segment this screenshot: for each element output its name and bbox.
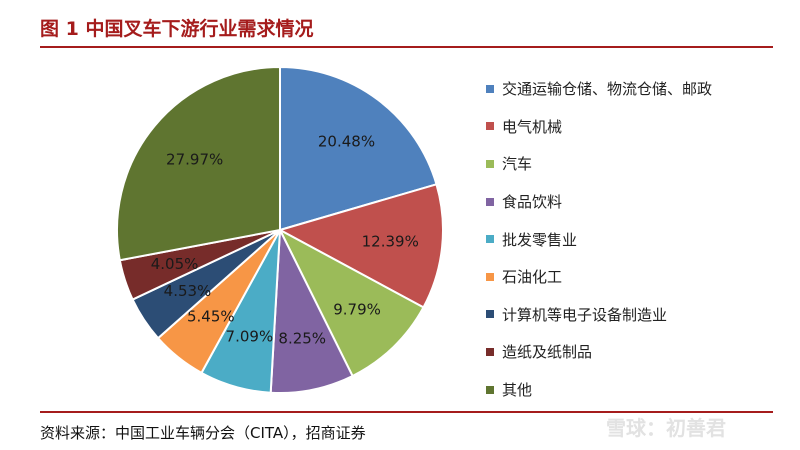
legend-swatch — [486, 347, 494, 356]
legend-item: 汽车 — [486, 145, 712, 183]
legend-label: 其他 — [502, 381, 533, 400]
slice-data-label: 9.79% — [333, 301, 381, 319]
legend-item: 计算机等电子设备制造业 — [486, 296, 712, 334]
slice-data-label: 8.25% — [278, 330, 326, 348]
slice-data-label: 7.09% — [226, 328, 274, 346]
slice-data-label: 4.53% — [164, 282, 212, 300]
watermark: 雪球：初善君 — [606, 416, 726, 440]
legend-label: 批发零售业 — [502, 230, 578, 249]
legend-label: 石油化工 — [502, 268, 563, 287]
legend-swatch — [486, 272, 494, 281]
slice-data-label: 20.48% — [318, 132, 375, 150]
legend-swatch — [486, 159, 494, 168]
legend-item: 交通运输仓储、物流仓储、邮政 — [486, 70, 712, 108]
legend-label: 汽车 — [502, 155, 533, 174]
source-note: 资料来源：中国工业车辆分会（CITA），招商证券 — [40, 424, 366, 442]
pie-slice — [116, 65, 281, 262]
legend-swatch — [486, 310, 494, 319]
slice-data-label: 27.97% — [166, 150, 223, 168]
pie-slice — [277, 227, 425, 378]
legend-item: 电气机械 — [486, 108, 712, 146]
slice-data-label: 5.45% — [187, 308, 235, 326]
legend-label: 食品饮料 — [502, 193, 563, 212]
legend-swatch — [486, 84, 494, 93]
legend-swatch — [486, 197, 494, 206]
legend-swatch — [486, 122, 494, 131]
chart-legend: 交通运输仓储、物流仓储、邮政 电气机械汽车食品饮料批发零售业石油化工计算机等电子设… — [486, 70, 712, 408]
slice-data-label: 12.39% — [362, 233, 419, 251]
legend-item: 石油化工 — [486, 258, 712, 296]
legend-label: 交通运输仓储、物流仓储、邮政 — [502, 80, 713, 99]
footer-divider — [40, 411, 773, 413]
chart-title: 图 1 中国叉车下游行业需求情况 — [40, 18, 314, 40]
title-divider — [40, 46, 773, 48]
legend-item: 批发零售业 — [486, 220, 712, 258]
pie-slice — [279, 65, 438, 232]
pie-slice — [277, 183, 444, 309]
legend-label: 造纸及纸制品 — [502, 343, 593, 362]
slice-data-label: 4.05% — [151, 255, 199, 273]
legend-item: 造纸及纸制品 — [486, 333, 712, 371]
legend-swatch — [486, 385, 494, 394]
legend-label: 电气机械 — [502, 117, 563, 136]
legend-label: 计算机等电子设备制造业 — [502, 305, 668, 324]
legend-item: 食品饮料 — [486, 183, 712, 221]
legend-swatch — [486, 235, 494, 244]
legend-item: 其他 — [486, 371, 712, 409]
